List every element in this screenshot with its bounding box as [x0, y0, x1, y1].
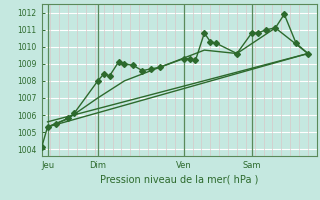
X-axis label: Pression niveau de la mer( hPa ): Pression niveau de la mer( hPa ) [100, 174, 258, 184]
